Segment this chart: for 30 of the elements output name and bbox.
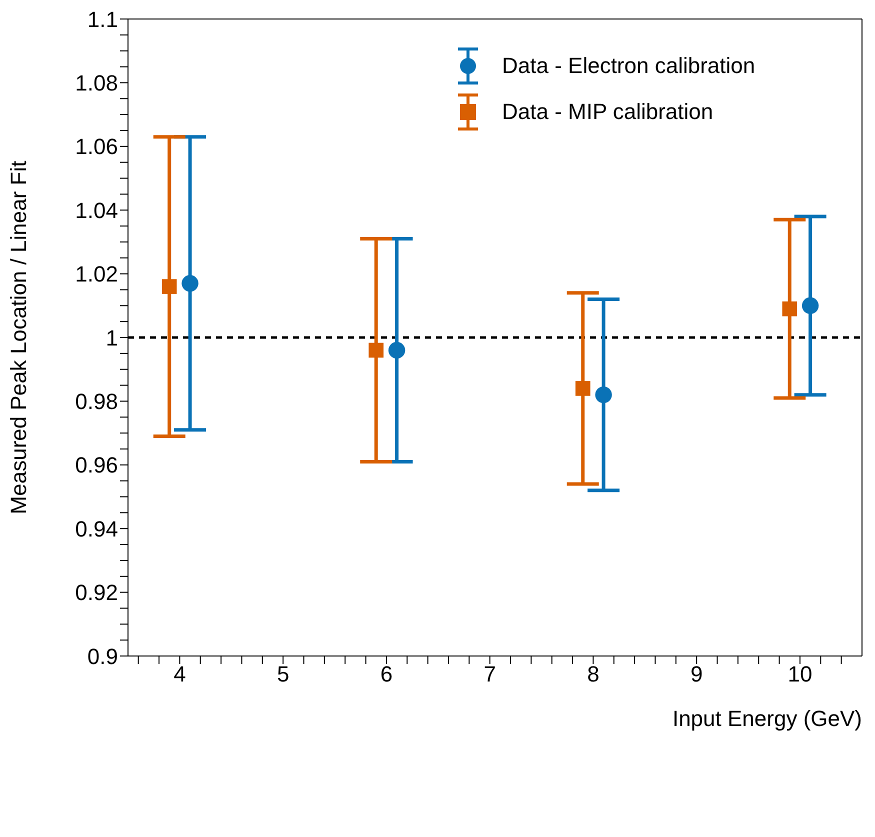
- point: [782, 301, 798, 316]
- x-axis-title: Input Energy (GeV): [672, 706, 862, 731]
- y-tick-label: 1.06: [75, 134, 118, 160]
- point: [802, 297, 819, 314]
- y-tick-label: 1: [106, 325, 118, 350]
- x-tick-label: 7: [484, 662, 496, 687]
- x-tick-label: 8: [587, 662, 600, 687]
- point: [182, 275, 198, 292]
- y-tick-label: 1.1: [87, 6, 118, 32]
- legend-label: Data - MIP calibration: [502, 99, 714, 125]
- point: [595, 386, 612, 404]
- y-tick-label: 1.08: [75, 70, 118, 96]
- y-tick-label: 0.9: [87, 644, 118, 669]
- y-tick-label: 0.94: [75, 516, 118, 542]
- y-tick-label: 1.04: [75, 198, 118, 223]
- y-tick-label: 0.96: [75, 452, 118, 478]
- x-tick-label: 9: [690, 662, 703, 687]
- x-tick-label: 4: [174, 662, 186, 687]
- y-tick-label: 0.92: [75, 580, 118, 606]
- point: [162, 279, 177, 294]
- point: [368, 342, 384, 358]
- y-tick-label: 1.02: [75, 262, 118, 287]
- y-axis-title: Measured Peak Location / Linear Fit: [6, 160, 31, 514]
- legend-label: Data - Electron calibration: [502, 53, 756, 79]
- point: [388, 342, 406, 359]
- x-tick-label: 5: [276, 662, 290, 687]
- y-tick-label: 0.98: [75, 389, 118, 414]
- x-tick-label: 10: [788, 662, 812, 687]
- point: [575, 381, 590, 396]
- x-tick-label: 6: [380, 662, 393, 687]
